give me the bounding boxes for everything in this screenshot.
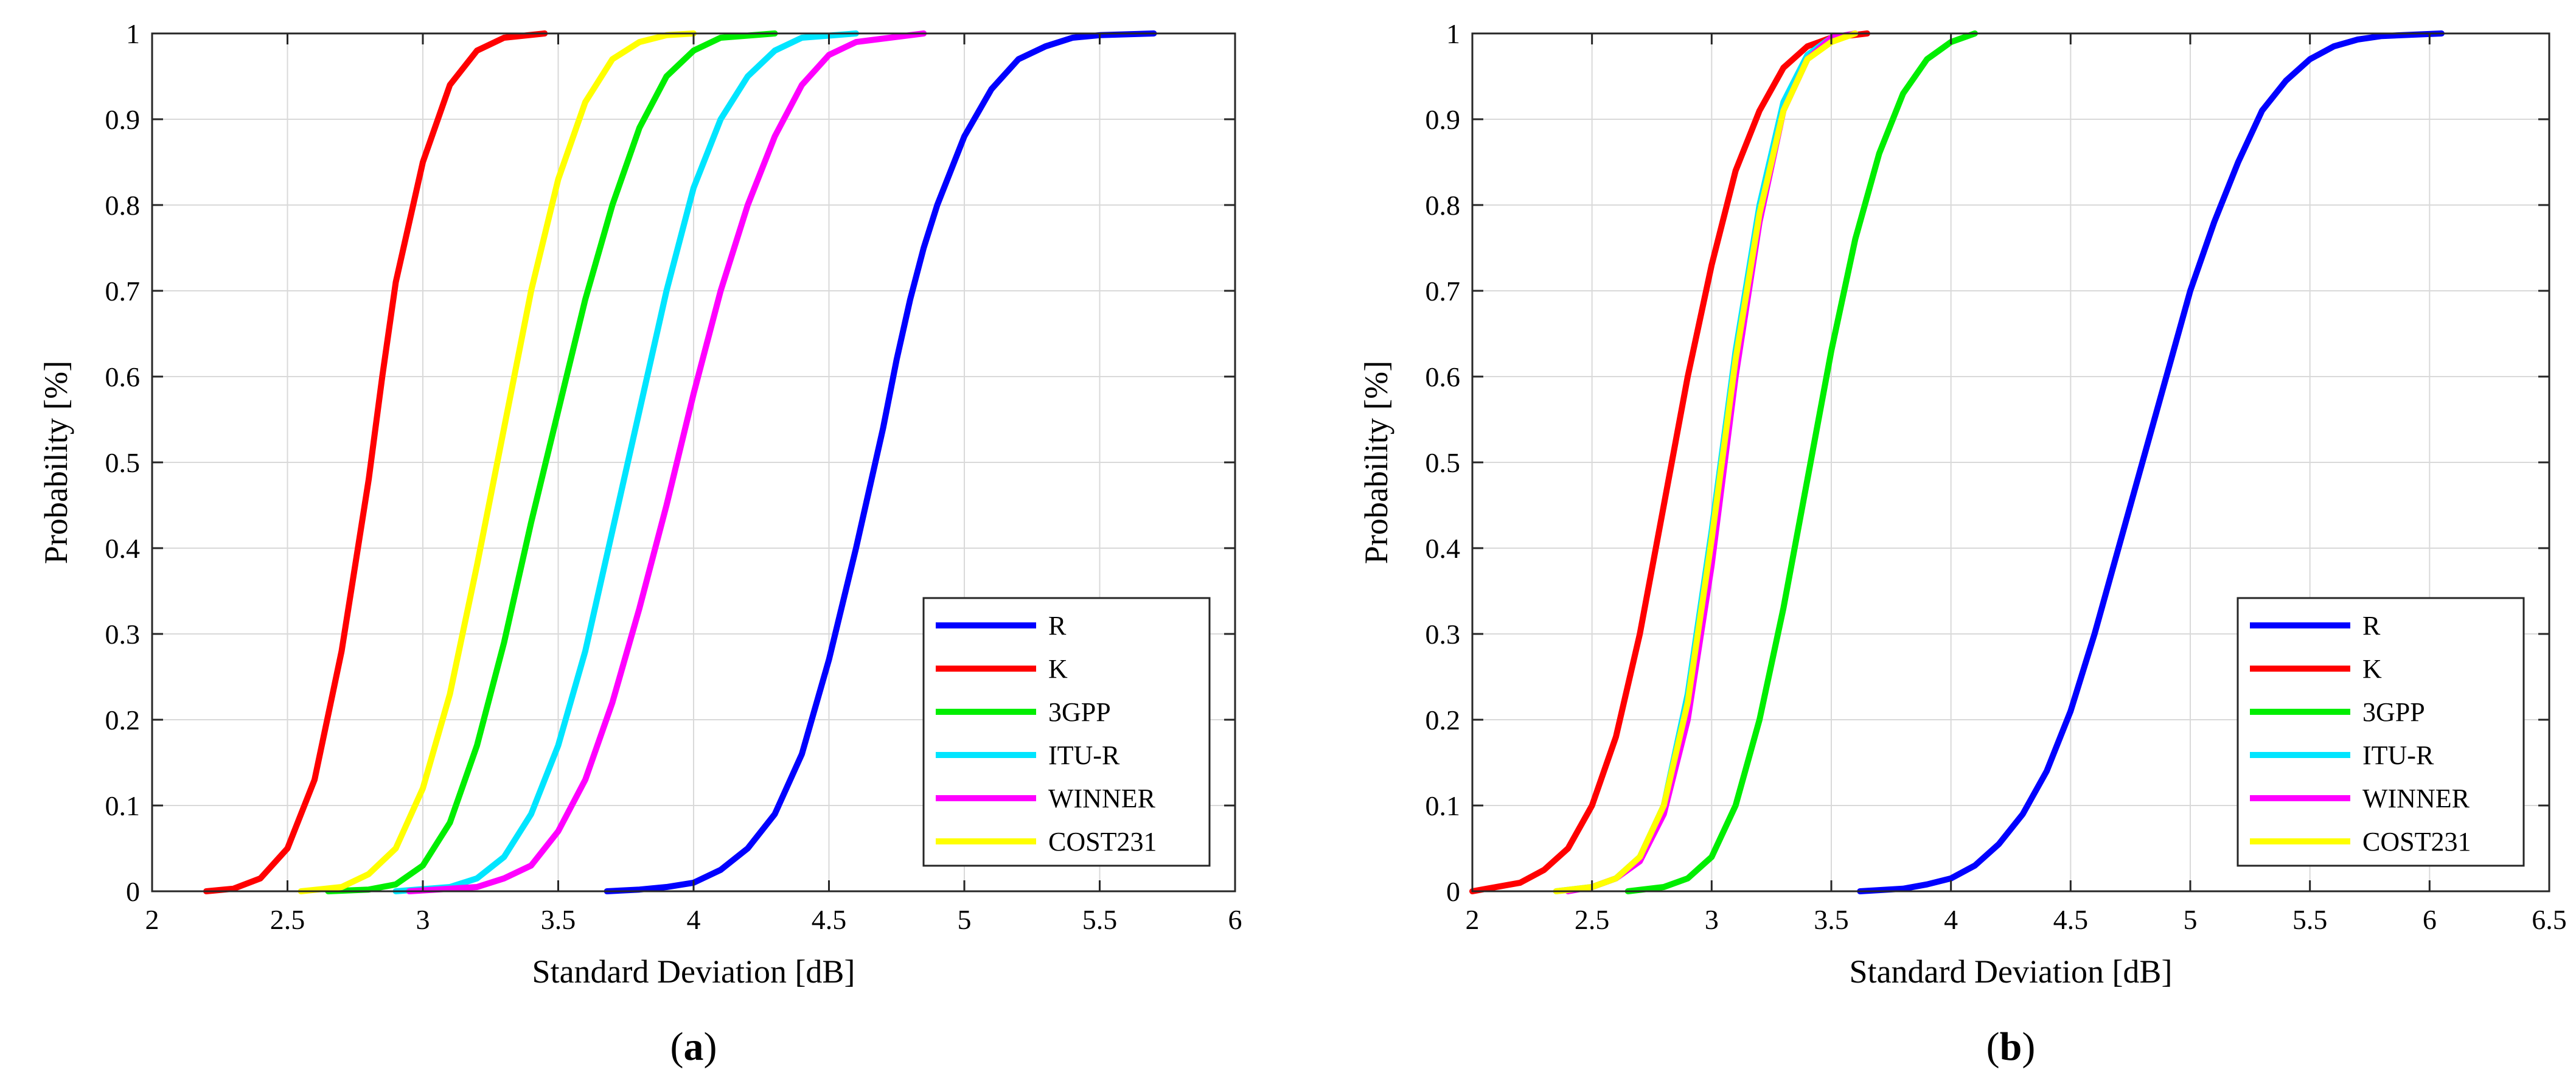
y-tick-label: 0.1 xyxy=(1426,790,1461,821)
legend: RK 3GPP ITU-R WINNER COST231 xyxy=(922,597,1211,867)
series-line-k xyxy=(203,30,548,894)
x-tick-label: 2 xyxy=(145,904,159,935)
series-line-r xyxy=(1857,30,2445,894)
y-tick-label: 0.3 xyxy=(105,619,141,650)
legend-label-r: R xyxy=(2362,611,2381,641)
series-line-winner xyxy=(406,30,927,894)
y-tick-label: 0 xyxy=(126,876,140,907)
legend-label-3gpp: 3GPP xyxy=(1048,697,1111,727)
x-tick-label: 4.5 xyxy=(812,904,847,935)
y-tick-label: 0.8 xyxy=(1426,190,1461,221)
y-axis-label: Probability [%] xyxy=(1358,361,1394,564)
caption-open-paren: ( xyxy=(670,1025,684,1069)
y-tick-label: 0.6 xyxy=(105,361,141,392)
legend: RK 3GPP ITU-R WINNER COST231 xyxy=(2237,597,2525,867)
series-line-itu-r xyxy=(392,30,859,894)
legend-label-3gpp: 3GPP xyxy=(2362,697,2425,727)
y-tick-label: 0.3 xyxy=(1426,619,1461,650)
y-tick-label: 1 xyxy=(126,18,140,49)
x-tick-label: 4 xyxy=(687,904,701,935)
series-line-3gpp xyxy=(1624,30,1978,894)
y-tick-label: 0.1 xyxy=(105,790,141,821)
y-tick-label: 0.9 xyxy=(105,104,141,135)
legend-label-k: K xyxy=(1048,654,1068,684)
y-tick-label: 0.9 xyxy=(1426,104,1461,135)
x-tick-label: 6 xyxy=(1228,904,1242,935)
x-tick-label: 2.5 xyxy=(1575,904,1610,935)
legend-label-cost231: COST231 xyxy=(1048,827,1157,857)
y-tick-label: 0.2 xyxy=(1426,705,1461,736)
y-tick-label: 0.5 xyxy=(1426,447,1461,478)
legend-label-itu-r: ITU-R xyxy=(2362,740,2434,770)
series-line-cost231 xyxy=(1553,30,1859,894)
x-tick-label: 4.5 xyxy=(2053,904,2089,935)
y-tick-label: 0 xyxy=(1446,876,1460,907)
y-tick-label: 0.7 xyxy=(105,276,141,307)
x-tick-label: 3.5 xyxy=(541,904,576,935)
y-tick-label: 0.4 xyxy=(105,533,141,564)
x-tick-label: 6.5 xyxy=(2532,904,2567,935)
x-tick-label: 3 xyxy=(1705,904,1719,935)
x-tick-label: 5.5 xyxy=(2292,904,2328,935)
y-tick-label: 0.2 xyxy=(105,705,141,736)
caption-close-paren: ) xyxy=(2022,1025,2035,1069)
x-tick-label: 3.5 xyxy=(1814,904,1849,935)
x-tick-label: 5 xyxy=(2184,904,2198,935)
y-tick-label: 0.6 xyxy=(1426,361,1461,392)
caption-letter: b xyxy=(2000,1025,2022,1069)
y-tick-label: 0.4 xyxy=(1426,533,1461,564)
chart-panel-b: 2 2.5 3 3.5 4 4.5 5 5.5 6 6.5 0 0.1 0.2 0.3 0.4 0.5 0.6 0… xyxy=(1358,18,2567,1069)
legend-label-r: R xyxy=(1048,611,1067,641)
y-tick-label: 0.8 xyxy=(105,190,141,221)
series-line-cost231 xyxy=(298,30,697,894)
caption-close-paren: ) xyxy=(704,1025,717,1069)
panel-caption: (a) xyxy=(670,1025,717,1069)
x-tick-label: 5.5 xyxy=(1082,904,1118,935)
series-line-3gpp xyxy=(325,30,778,894)
chart-panel-a: 2 2.5 3 3.5 4 4.5 5 5.5 6 0 0.1 0.2 0.3 0.4 0.5 0.6 0.7 0… xyxy=(38,18,1242,1069)
series-line-k xyxy=(1469,30,1870,894)
y-tick-label: 0.7 xyxy=(1426,276,1461,307)
x-tick-label: 2 xyxy=(1466,904,1480,935)
x-tick-label: 2.5 xyxy=(270,904,305,935)
y-tick-label: 0.5 xyxy=(105,447,141,478)
legend-label-winner: WINNER xyxy=(2362,784,2470,813)
legend-box xyxy=(2237,597,2525,867)
x-tick-label: 4 xyxy=(1944,904,1958,935)
y-axis-label: Probability [%] xyxy=(38,361,74,564)
x-tick-label: 3 xyxy=(416,904,430,935)
legend-box xyxy=(922,597,1211,867)
series-line-r xyxy=(604,30,1157,894)
legend-label-itu-r: ITU-R xyxy=(1048,740,1120,770)
legend-label-winner: WINNER xyxy=(1048,784,1156,813)
x-tick-label: 6 xyxy=(2423,904,2437,935)
caption-letter: a xyxy=(684,1025,704,1069)
x-tick-label: 5 xyxy=(958,904,972,935)
y-tick-label: 1 xyxy=(1446,18,1460,49)
panel-caption: (b) xyxy=(1986,1025,2036,1069)
caption-open-paren: ( xyxy=(1986,1025,2000,1069)
legend-label-k: K xyxy=(2362,654,2382,684)
x-axis-label: Standard Deviation [dB] xyxy=(532,953,855,990)
x-axis-label: Standard Deviation [dB] xyxy=(1850,953,2173,990)
legend-label-cost231: COST231 xyxy=(2362,827,2471,857)
